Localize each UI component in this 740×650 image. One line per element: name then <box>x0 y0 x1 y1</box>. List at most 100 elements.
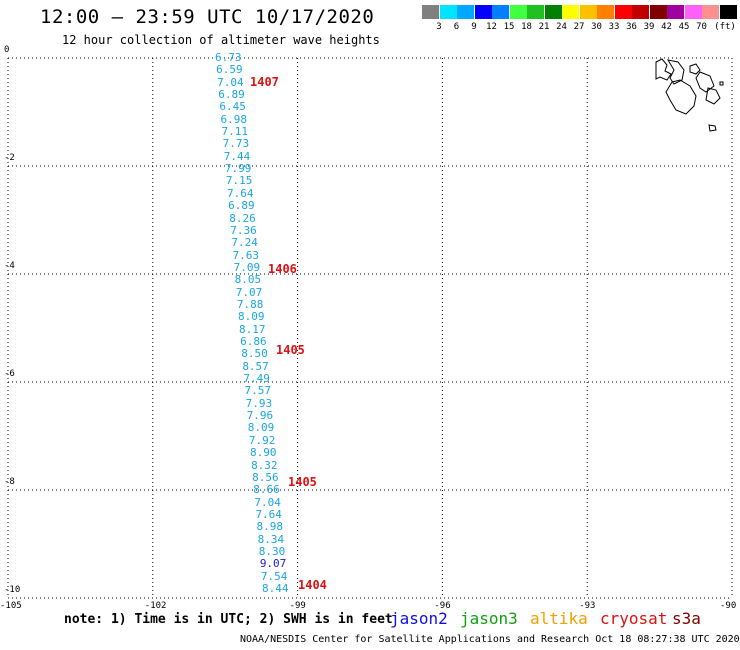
color-swatch <box>509 5 527 19</box>
wave-height-value: 8.57 <box>242 359 269 373</box>
wave-height-value: 8.34 <box>257 532 285 546</box>
satellite-legend-item: altika <box>530 609 588 628</box>
wave-height-value: 6.89 <box>228 199 255 213</box>
wave-height-value: 6.89 <box>218 88 245 102</box>
wave-height-value: 7.93 <box>245 396 273 410</box>
satellite-legend-item: s3a <box>672 609 701 628</box>
x-tick-label: -105 <box>0 601 22 611</box>
color-scale-label: 9 <box>471 22 477 32</box>
color-swatch <box>544 5 562 19</box>
color-swatch <box>632 5 649 19</box>
color-swatch <box>597 5 614 19</box>
galapagos-coastline <box>655 58 724 132</box>
page-subtitle: 12 hour collection of altimeter wave hei… <box>62 33 380 47</box>
color-scale-label: 6 <box>453 22 460 32</box>
color-swatch <box>457 5 474 19</box>
wave-height-value: 7.64 <box>255 507 282 521</box>
x-tick-label: -96 <box>434 601 451 611</box>
color-scale-label: 70 <box>696 22 707 32</box>
color-swatch <box>719 5 737 19</box>
color-scale-label: 18 <box>521 22 532 32</box>
color-swatch <box>579 5 597 19</box>
wave-height-value: 8.30 <box>258 544 286 558</box>
wave-height-value: 8.90 <box>249 446 277 460</box>
wave-height-value: 7.04 <box>217 75 244 89</box>
y-tick-label: -8 <box>4 477 15 487</box>
cycle-label: 1406 <box>268 261 297 276</box>
wave-height-value: 8.05 <box>234 273 262 287</box>
x-tick-label: -99 <box>289 601 306 611</box>
cycle-label: 1405 <box>276 342 305 357</box>
wave-height-value: 8.09 <box>247 421 275 435</box>
wave-height-value: 6.73 <box>215 51 242 64</box>
wave-height-value: 9.07 <box>259 557 287 571</box>
color-swatch <box>422 5 439 19</box>
color-swatch <box>474 5 492 19</box>
wave-height-value: 7.15 <box>225 174 253 188</box>
cycle-label: 1407 <box>250 75 279 90</box>
wave-height-value: 7.57 <box>244 384 272 398</box>
wave-height-value: 8.17 <box>239 322 266 336</box>
wave-height-value: 6.45 <box>219 100 246 114</box>
credits-footer: NOAA/NESDIS Center for Satellite Applica… <box>240 634 740 645</box>
wave-height-value: 8.66 <box>253 483 280 497</box>
y-tick-label: 0 <box>4 45 10 55</box>
y-tick-label: -10 <box>4 585 21 595</box>
color-swatch <box>614 5 632 19</box>
wave-height-value: 8.98 <box>256 520 284 534</box>
color-scale-label: 24 <box>556 22 567 32</box>
color-swatch <box>649 5 667 19</box>
wave-height-value: 7.63 <box>232 248 259 262</box>
color-scale-label: 36 <box>626 22 637 32</box>
color-scale-label: 39 <box>643 22 655 32</box>
y-tick-label: -4 <box>4 261 15 271</box>
color-swatch <box>527 5 544 19</box>
page-title: 12:00 – 23:59 UTC 10/17/2020 <box>40 6 375 28</box>
satellite-legend-item: cryosat <box>600 609 668 628</box>
x-tick-label: -93 <box>579 601 596 611</box>
wave-height-value: 8.26 <box>229 211 256 225</box>
wave-height-value: 7.99 <box>224 162 252 176</box>
y-tick-label: -6 <box>4 369 15 379</box>
wave-height-value: 7.04 <box>254 495 281 509</box>
wave-height-value: 7.49 <box>243 372 270 386</box>
wave-height-value: 7.73 <box>222 137 250 151</box>
wave-height-value: 7.09 <box>233 260 261 274</box>
wave-height-value: 8.56 <box>252 470 279 484</box>
grid-lines <box>7 57 733 599</box>
y-tick-label: -2 <box>4 153 15 163</box>
color-swatch <box>439 5 457 19</box>
color-scale-label: 27 <box>573 22 585 32</box>
units-note: note: 1) Time is in UTC; 2) SWH is in fe… <box>64 612 393 627</box>
color-swatch <box>562 5 579 19</box>
x-tick-label: -90 <box>720 601 737 611</box>
color-scale-label: 45 <box>678 22 690 32</box>
wave-height-value: 6.98 <box>220 112 247 126</box>
wave-height-value: 7.24 <box>231 236 258 250</box>
satellite-legend-item: jason2 <box>390 609 448 628</box>
color-swatch <box>684 5 702 19</box>
wave-height-value: 7.96 <box>246 409 274 423</box>
wave-height-value: 7.54 <box>260 569 288 583</box>
wave-height-value: 8.44 <box>262 582 289 595</box>
color-scale-label: 15 <box>503 22 515 32</box>
wave-height-value: 7.11 <box>221 125 249 139</box>
color-scale-label: 12 <box>486 22 497 32</box>
color-scale-label: 42 <box>661 22 672 32</box>
wave-height-value: 7.36 <box>230 223 257 237</box>
color-scale-unit: (ft) <box>714 22 736 32</box>
satellite-legend-item: jason3 <box>460 609 518 628</box>
wave-height-value: 7.92 <box>248 433 276 447</box>
color-swatch <box>492 5 509 19</box>
wave-height-value: 7.44 <box>223 149 251 163</box>
wave-height-value: 7.07 <box>235 285 263 299</box>
wave-height-value: 8.32 <box>251 458 278 472</box>
color-scale-label: 21 <box>538 22 550 32</box>
color-scale-label: 3 <box>436 22 442 32</box>
wave-height-value: 6.86 <box>240 335 267 349</box>
cycle-label: 1405 <box>288 474 317 489</box>
color-swatch <box>702 5 719 19</box>
wave-height-value: 8.50 <box>241 347 268 361</box>
color-scale-label: 33 <box>608 22 620 32</box>
